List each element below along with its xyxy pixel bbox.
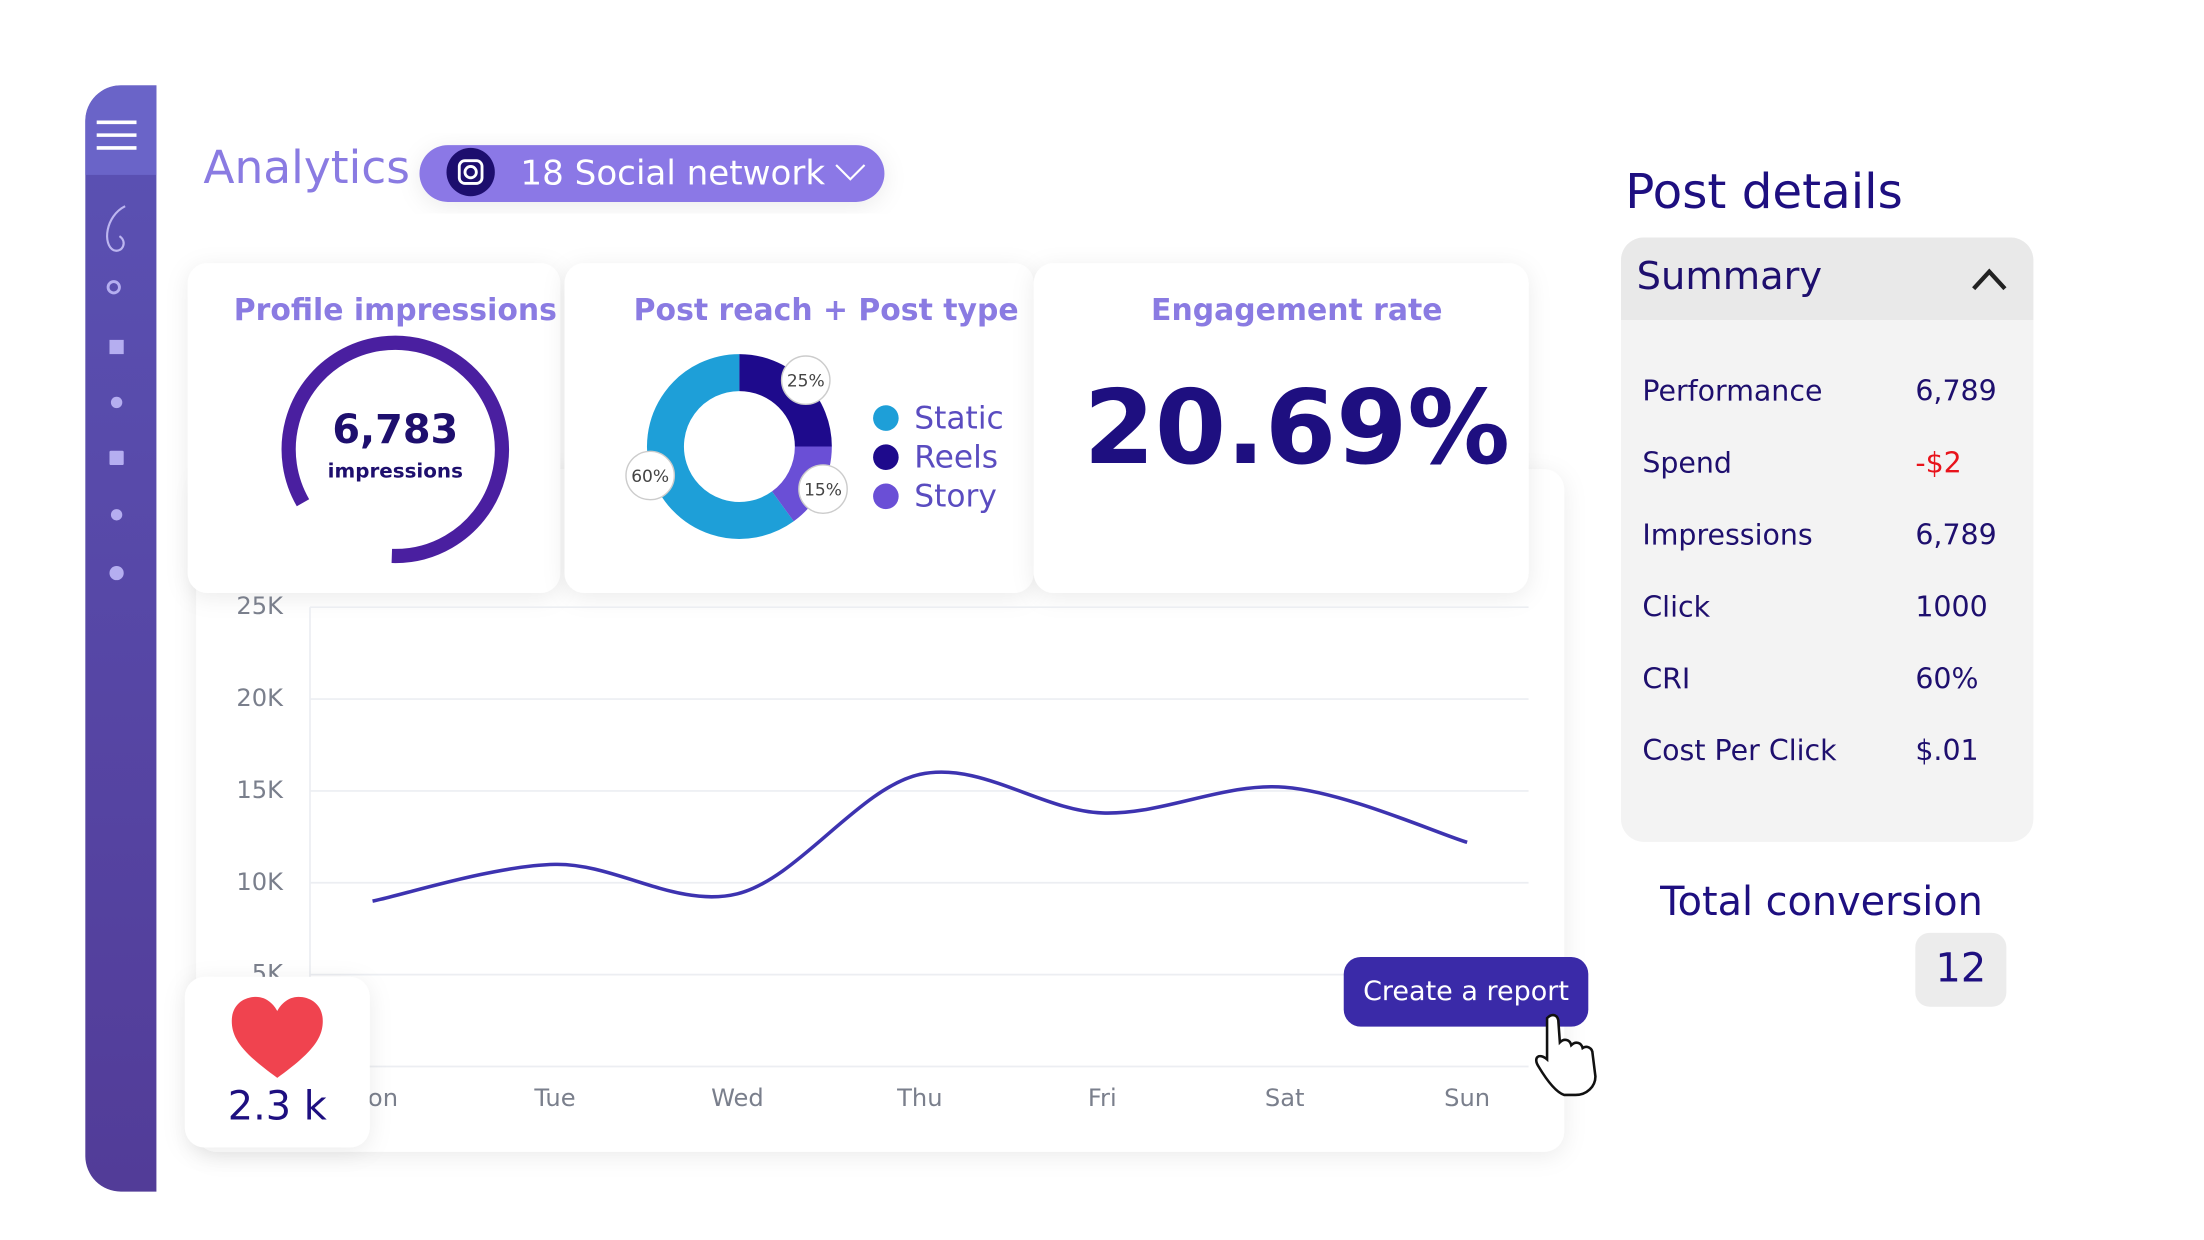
cursor-icon — [1534, 1013, 1597, 1097]
donut-label: 15% — [804, 481, 842, 501]
chart-card — [196, 469, 1565, 1152]
y-tick-label: 25K — [236, 592, 284, 620]
button-label: Create a report — [1363, 976, 1569, 1007]
engagement-card — [1033, 263, 1529, 593]
legend-label: Story — [914, 479, 997, 515]
charts: 60%25%15%StaticReelsStory5K10K15K20K25KM… — [236, 354, 1529, 1112]
card-title: Engagement rate — [1151, 293, 1443, 328]
settings-icon[interactable] — [109, 565, 124, 581]
dashboard-icon[interactable] — [109, 339, 124, 355]
summary-rows: Performance 6,789 Spend -$2 Impressions 6,789… — [1642, 374, 1996, 767]
x-tick-label: Sun — [1444, 1084, 1490, 1112]
donut-label-bubble — [625, 450, 676, 501]
conversion-value: 12 — [1936, 946, 1987, 992]
network-dropdown[interactable]: 18 Social network — [419, 145, 885, 202]
details-title: Post details — [1625, 164, 1903, 220]
row-value: 1000 — [1915, 590, 1987, 623]
create-report-button[interactable]: Create a report — [1343, 956, 1589, 1027]
heart-icon — [231, 996, 323, 1078]
y-tick-label: 15K — [236, 776, 284, 804]
donut-label-bubble — [798, 464, 848, 515]
row-label: CRI — [1642, 662, 1690, 695]
bell-icon[interactable] — [110, 509, 123, 521]
legend-swatch — [873, 444, 899, 470]
x-tick-label: Thu — [896, 1084, 942, 1112]
engagement-value: 20.69% — [1084, 369, 1510, 488]
conversion-box — [1915, 932, 2007, 1007]
x-tick-label: Tue — [533, 1084, 575, 1112]
donut-label-bubble — [780, 355, 831, 406]
row-label: Performance — [1642, 374, 1822, 407]
row-value: 6,789 — [1915, 374, 1996, 407]
row-value: 60% — [1915, 662, 1978, 695]
y-tick-label: 10K — [236, 868, 284, 896]
legend-swatch — [873, 405, 899, 431]
summary-panel — [1621, 237, 2034, 842]
row-label: Cost Per Click — [1642, 734, 1837, 767]
likes-value: 2.3 k — [228, 1084, 327, 1130]
impressions-value: 6,783 — [332, 407, 458, 453]
x-tick-label: Fri — [1088, 1084, 1117, 1112]
legend-swatch — [873, 483, 899, 510]
row-label: Impressions — [1642, 518, 1812, 551]
impressions-unit: impressions — [328, 460, 463, 483]
impressions-ring — [281, 335, 510, 564]
user-icon[interactable] — [110, 396, 123, 409]
card-title: Profile impressions — [234, 293, 557, 328]
donut-label: 60% — [631, 467, 669, 487]
conversion-title: Total conversion — [1659, 879, 1983, 925]
x-tick-label: Wed — [711, 1084, 764, 1112]
search-icon[interactable] — [106, 280, 121, 295]
page-title: Analytics — [203, 141, 410, 194]
summary-header[interactable]: Summary — [1621, 237, 2034, 320]
row-label: Spend — [1642, 446, 1732, 479]
row-value: 6,789 — [1915, 518, 1996, 551]
card-title: Post reach + Post type — [634, 293, 1019, 328]
impressions-card — [187, 263, 561, 593]
line-series — [372, 770, 1468, 903]
menu-icon[interactable] — [96, 120, 137, 150]
row-value: $.01 — [1915, 734, 1978, 767]
y-tick-label: 20K — [236, 684, 284, 712]
dropdown-label: 18 Social network — [520, 153, 825, 193]
x-tick-label: Sat — [1265, 1084, 1305, 1112]
logo — [106, 205, 126, 252]
sidebar — [85, 85, 157, 1192]
docs-icon[interactable] — [109, 450, 124, 466]
row-label: Click — [1642, 590, 1710, 623]
legend-label: Reels — [914, 440, 998, 476]
summary-title: Summary — [1637, 254, 1822, 299]
legend-label: Static — [914, 401, 1003, 437]
row-value: -$2 — [1915, 446, 1961, 479]
donut-label: 25% — [787, 372, 825, 392]
